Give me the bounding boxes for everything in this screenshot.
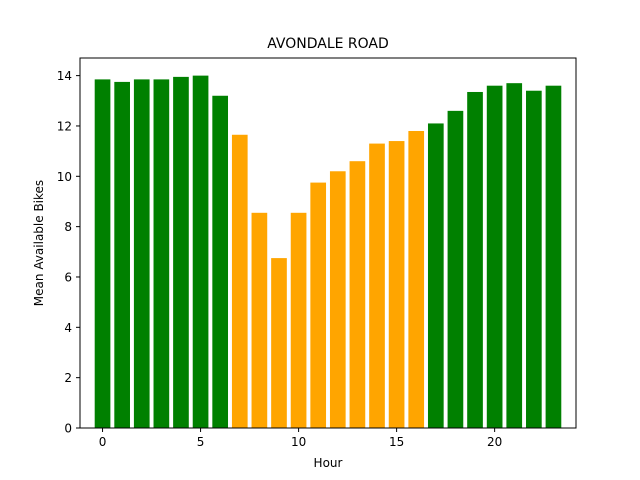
x-tick-label: 20: [487, 435, 502, 449]
y-tick-label: 0: [64, 422, 72, 436]
bar-hour-19: [467, 91, 483, 428]
bar-hour-18: [447, 110, 464, 429]
bar-hour-14: [369, 143, 385, 428]
x-tick-label: 10: [291, 435, 306, 449]
x-tick-label: 0: [99, 435, 107, 449]
y-tick-label: 12: [57, 119, 72, 133]
bar-hour-11: [310, 182, 327, 428]
bar-hour-13: [349, 161, 366, 428]
bar-hour-12: [329, 171, 346, 428]
x-tick-label: 15: [389, 435, 404, 449]
bar-hour-22: [526, 90, 542, 428]
bar-hour-21: [506, 83, 523, 429]
bar-hour-17: [427, 123, 444, 428]
bar-hour-20: [486, 85, 503, 428]
y-tick-label: 2: [64, 371, 72, 385]
bar-hour-1: [114, 81, 130, 428]
bar-hour-8: [251, 212, 268, 428]
bar-hour-9: [271, 258, 287, 428]
chart-title: AVONDALE ROAD: [267, 36, 389, 52]
y-tick-label: 6: [64, 270, 72, 284]
x-tick-label: 5: [197, 435, 205, 449]
x-axis-label: Hour: [314, 456, 343, 470]
y-axis-label: Mean Available Bikes: [32, 180, 46, 306]
bar-hour-5: [192, 75, 209, 429]
x-ticks-group: 0 5 10 15 20: [99, 428, 502, 449]
y-tick-label: 4: [64, 321, 72, 335]
bars-group: [94, 75, 562, 429]
bar-hour-15: [388, 141, 405, 428]
bar-hour-7: [231, 134, 248, 428]
y-tick-label: 8: [64, 220, 72, 234]
y-ticks-group: 0 2 4 6 8 10 12 14: [57, 69, 80, 436]
bar-hour-6: [212, 95, 229, 428]
y-tick-label: 14: [57, 69, 72, 83]
bar-hour-4: [173, 76, 189, 428]
y-tick-label: 10: [57, 170, 72, 184]
bar-hour-10: [290, 212, 307, 428]
plot-frame: [79, 57, 577, 429]
bar-hour-16: [408, 130, 425, 429]
bar-hour-23: [545, 85, 562, 428]
bar-hour-2: [133, 79, 150, 428]
bar-hour-3: [153, 79, 170, 428]
bar-hour-0: [94, 79, 111, 428]
